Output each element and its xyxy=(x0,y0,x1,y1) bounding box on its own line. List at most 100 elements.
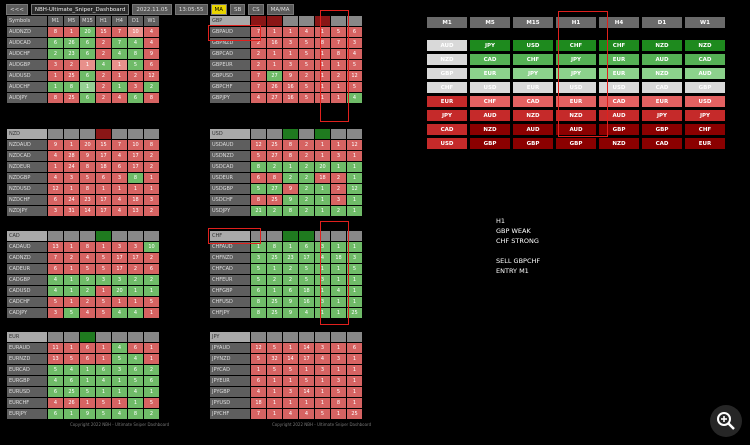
signal-cell: 6 xyxy=(80,93,95,103)
tab-cs[interactable]: CS xyxy=(248,4,264,15)
signal-cell: 1 xyxy=(331,264,346,274)
tab-ma-ma[interactable]: MA/MA xyxy=(266,4,294,15)
timeframe-header-h4 xyxy=(112,332,127,342)
symbol-row: CHFGBP 6 1 6 18 1 4 1 xyxy=(210,286,362,296)
symbol-row: AUDUSD 1 25 6 2 1 2 12 xyxy=(7,71,159,81)
signal-cell: 4 xyxy=(48,151,63,161)
symbol-row: CADJPY 3 5 4 5 4 4 1 xyxy=(7,308,159,318)
strength-cell: NZD xyxy=(599,138,639,149)
signal-cell: 8 xyxy=(128,409,143,419)
symbol-table-eur: EUR EURAUD 11 1 6 1 4 6 1 EURNZD 13 5 6 1 5 4 1 EURCAD 5 4 1… xyxy=(6,331,160,420)
signal-cell: 2 xyxy=(64,253,79,263)
signal-cell: 8 xyxy=(48,27,63,37)
signal-cell: 6 xyxy=(80,354,95,364)
signal-cell: 1 xyxy=(315,49,330,59)
symbol-name: EURJPY xyxy=(7,409,47,419)
signal-cell: 1 xyxy=(80,376,95,386)
signal-cell: 3 xyxy=(251,253,266,263)
signal-cell: 1 xyxy=(315,60,330,70)
strength-cell: AUD xyxy=(642,54,682,65)
signal-cell: 1 xyxy=(283,27,298,37)
symbol-name: CHFEUR xyxy=(210,275,250,285)
signal-cell: 4 xyxy=(128,38,143,48)
symbol-row: EURCHF 4 26 1 5 1 1 5 xyxy=(7,398,159,408)
signal-cell: 4 xyxy=(48,398,63,408)
signal-cell: 5 xyxy=(96,409,111,419)
highlight-gbp-h1-column xyxy=(320,10,349,122)
strength-cell: CAD xyxy=(642,138,682,149)
signal-cell: 1 xyxy=(331,409,346,419)
strength-row: EUR CHF CAD EUR CAD EUR USD xyxy=(427,96,725,107)
signal-cell: 2 xyxy=(299,162,314,172)
signal-cell: 3 xyxy=(331,376,346,386)
signal-cell: 23 xyxy=(80,195,95,205)
signal-cell: 25 xyxy=(347,308,362,318)
symbol-row: GBPNZD 2 16 3 5 8 7 3 xyxy=(210,38,362,48)
signal-cell: 4 xyxy=(128,387,143,397)
symbol-name: CHFUSD xyxy=(210,297,250,307)
signal-cell: 12 xyxy=(347,71,362,81)
signal-cell: 1 xyxy=(283,162,298,172)
signal-cell: 17 xyxy=(112,264,127,274)
signal-cell: 2 xyxy=(299,173,314,183)
signal-cell: 2 xyxy=(267,275,282,285)
signal-cell: 4 xyxy=(48,286,63,296)
signal-cell: 31 xyxy=(64,206,79,216)
signal-cell: 1 xyxy=(96,286,111,296)
signal-cell: 26 xyxy=(64,398,79,408)
symbol-name: JPYNZD xyxy=(210,354,250,364)
symbol-block-gbp: GBP GBPAUD 7 1 1 4 1 5 6 GBPNZD 2 16 3 5 8 7 3 GBPCAD 2 1 1 5… xyxy=(209,15,363,104)
zoom-button[interactable] xyxy=(710,405,742,437)
symbol-row: USDCAD 8 2 1 2 20 1 1 xyxy=(210,162,362,172)
signal-cell: 3 xyxy=(283,38,298,48)
strength-row: NZD CAD CHF JPY EUR AUD CAD xyxy=(427,54,725,65)
back-button[interactable]: <<< xyxy=(6,4,28,15)
symbol-row: EURNZD 13 5 6 1 5 4 1 xyxy=(7,354,159,364)
signal-cell: 1 xyxy=(315,93,330,103)
signal-cell: 25 xyxy=(267,308,282,318)
symbol-name: USDJPY xyxy=(210,206,250,216)
symbol-name: EURGBP xyxy=(7,376,47,386)
symbol-name: AUDCHF xyxy=(7,82,47,92)
signal-cell: 1 xyxy=(80,82,95,92)
symbol-row: EURAUD 11 1 6 1 4 6 1 xyxy=(7,343,159,353)
symbol-name: AUDJPY xyxy=(7,93,47,103)
signal-cell: 2 xyxy=(299,206,314,216)
symbol-row: AUDGBP 3 2 1 4 1 5 6 xyxy=(7,60,159,70)
strength-cell: CHF xyxy=(599,40,639,51)
signal-cell: 1 xyxy=(299,398,314,408)
signal-cell: 1 xyxy=(347,242,362,252)
signal-cell: 5 xyxy=(96,264,111,274)
tab-sb[interactable]: SB xyxy=(230,4,246,15)
block-header-label: CAD xyxy=(7,231,47,241)
signal-cell: 3 xyxy=(144,195,159,205)
timeframe-header-d1 xyxy=(128,129,143,139)
signal-cell: 14 xyxy=(283,354,298,364)
signal-cell: 1 xyxy=(315,286,330,296)
strength-cell: CAD xyxy=(470,54,510,65)
tab-ma[interactable]: MA xyxy=(210,4,228,15)
signal-cell: 1 xyxy=(144,343,159,353)
symbol-block-eur: EUR EURAUD 11 1 6 1 4 6 1 EURNZD 13 5 6 1 5 4 1 EURCAD 5 4 1… xyxy=(6,331,160,420)
strength-cell: USD xyxy=(427,138,467,149)
signal-cell: 15 xyxy=(96,140,111,150)
strength-row: AUD JPY USD CHF CHF NZD NZD xyxy=(427,40,725,51)
timeframe-header-h1 xyxy=(299,231,314,241)
symbol-row: CADUSD 4 1 2 1 20 1 1 xyxy=(7,286,159,296)
signal-cell: 6 xyxy=(347,27,362,37)
signal-cell: 8 xyxy=(283,206,298,216)
footer-right: Copyright 2022 NBH - Ultimate Sniper Das… xyxy=(272,422,372,427)
symbol-row: USDAUD 12 25 8 2 1 1 12 xyxy=(210,140,362,150)
timeframe-header-m15 xyxy=(283,16,298,26)
strength-row: CHF USD EUR USD USD CAD GBP xyxy=(427,82,725,93)
signal-cell: 1 xyxy=(64,409,79,419)
signal-cell: 1 xyxy=(347,275,362,285)
strength-cell: CAD xyxy=(642,82,682,93)
signal-cell: 15 xyxy=(96,27,111,37)
signal-cell: 32 xyxy=(267,354,282,364)
signal-cell: 7 xyxy=(251,82,266,92)
signal-cell: 5 xyxy=(267,365,282,375)
signal-cell: 6 xyxy=(128,93,143,103)
strength-cell: GBP xyxy=(599,124,639,135)
signal-cell: 1 xyxy=(64,286,79,296)
